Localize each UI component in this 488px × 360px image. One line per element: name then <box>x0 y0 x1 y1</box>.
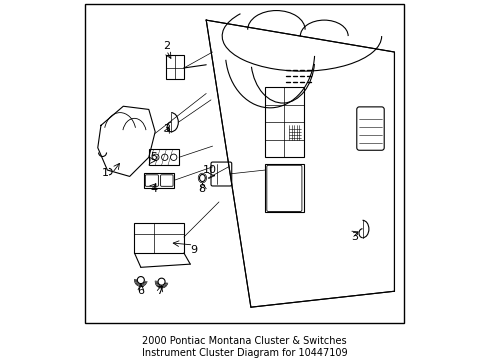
Text: 2: 2 <box>163 41 169 51</box>
Text: 8: 8 <box>198 184 204 194</box>
Text: 2000 Pontiac Montana Cluster & Switches
Instrument Cluster Diagram for 10447109: 2000 Pontiac Montana Cluster & Switches … <box>142 336 346 357</box>
Text: 4: 4 <box>150 184 157 194</box>
Text: 6: 6 <box>137 286 144 296</box>
Text: 5: 5 <box>150 152 157 162</box>
Text: 9: 9 <box>189 245 197 255</box>
Text: 1: 1 <box>102 168 109 178</box>
Text: 3: 3 <box>350 232 357 242</box>
Text: 3: 3 <box>163 123 169 134</box>
Text: 7: 7 <box>156 286 163 296</box>
Text: 10: 10 <box>202 165 216 175</box>
